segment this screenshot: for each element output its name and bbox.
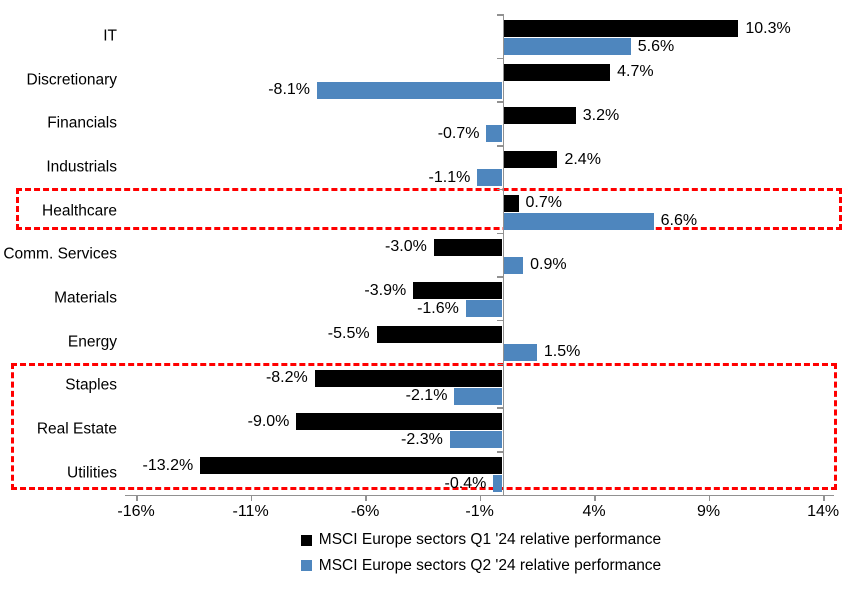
value-axis-tick-0	[136, 494, 138, 501]
category-label-industrials: Industrials	[46, 158, 117, 176]
bar-label-q2-discretionary: -8.1%	[268, 81, 311, 99]
value-axis-line	[125, 494, 834, 496]
category-axis-tick	[496, 232, 503, 234]
bar-label-q2-energy: 1.5%	[543, 343, 581, 361]
bar-label-q2-real-estate: -2.3%	[401, 430, 443, 448]
bar-label-q1-utilities: -13.2%	[142, 456, 194, 474]
bar-label-q1-discretionary: 4.7%	[617, 63, 654, 81]
value-axis-tick-5	[708, 494, 711, 501]
bar-label-q2-comm-services: 0.9%	[530, 256, 567, 273]
legend-swatch-q1-icon	[300, 534, 312, 546]
defensives-highlight	[11, 362, 837, 490]
bar-q2-healthcare	[502, 212, 654, 230]
x-tick-label-2: -6%	[350, 503, 380, 520]
legend-item-q1: MSCI Europe sectors Q1 '24 relative perf…	[300, 531, 662, 550]
bar-q2-it	[502, 38, 631, 55]
x-tick-label-0: -16%	[117, 503, 155, 520]
category-axis-tick	[496, 451, 503, 453]
bar-q2-real-estate	[449, 431, 503, 449]
bar-label-q2-financials: -0.7%	[437, 124, 480, 142]
category-axis-tick	[496, 101, 503, 103]
bar-q1-utilities	[200, 457, 503, 474]
bar-label-q2-staples: -2.1%	[405, 387, 448, 405]
category-axis-tick	[496, 14, 503, 16]
bar-q1-energy	[376, 325, 503, 343]
bar-q1-industrials	[502, 151, 558, 169]
value-axis-tick-2	[365, 494, 367, 501]
x-tick-label-5: 9%	[697, 503, 721, 520]
category-axis-line	[502, 14, 504, 495]
bar-label-q1-staples: -8.2%	[265, 369, 308, 387]
bar-q2-utilities	[493, 475, 503, 492]
bar-q1-discretionary	[502, 63, 611, 81]
x-tick-label-6: 14%	[807, 503, 840, 520]
bar-q1-financials	[502, 107, 576, 125]
category-label-utilities: Utilities	[67, 464, 117, 482]
category-axis-tick	[496, 145, 503, 147]
bar-label-q2-utilities: -0.4%	[444, 474, 487, 492]
category-axis-tick	[496, 319, 503, 322]
bar-label-q1-industrials: 2.4%	[564, 150, 601, 168]
bar-label-q1-comm-services: -3.0%	[385, 238, 427, 255]
legend: MSCI Europe sectors Q1 '24 relative perf…	[110, 531, 852, 575]
bar-q1-healthcare	[502, 194, 519, 212]
bar-q2-materials	[465, 300, 503, 318]
bar-label-q2-healthcare: 6.6%	[660, 212, 698, 230]
category-label-healthcare: Healthcare	[42, 201, 117, 219]
category-label-it: IT	[103, 27, 117, 45]
value-axis-tick-4	[594, 494, 596, 501]
bar-q2-comm-services	[502, 256, 524, 274]
bar-label-q1-it: 10.3%	[745, 19, 791, 37]
category-axis-tick	[496, 57, 503, 60]
legend-swatch-q2-icon	[300, 560, 312, 572]
bar-q1-real-estate	[296, 413, 503, 431]
bar-q2-discretionary	[317, 81, 503, 99]
healthcare-highlight	[16, 187, 842, 231]
value-axis-tick-6	[823, 494, 825, 501]
bar-label-q1-materials: -3.9%	[364, 281, 407, 299]
bar-q2-industrials	[477, 169, 503, 187]
bar-label-q1-energy: -5.5%	[327, 325, 370, 343]
category-label-discretionary: Discretionary	[26, 70, 117, 88]
category-label-financials: Financials	[47, 114, 117, 132]
bar-label-q2-industrials: -1.1%	[428, 168, 471, 186]
legend-label-q1: MSCI Europe sectors Q1 '24 relative perf…	[318, 531, 662, 548]
category-label-comm-services: Comm. Services	[3, 245, 117, 263]
value-axis-tick-3	[479, 494, 482, 501]
legend-item-q2: MSCI Europe sectors Q2 '24 relative perf…	[300, 556, 662, 576]
bar-label-q1-financials: 3.2%	[582, 106, 620, 124]
bar-q1-it	[502, 20, 739, 37]
bar-q2-staples	[454, 387, 503, 405]
x-tick-label-1: -11%	[232, 503, 269, 520]
category-axis-tick	[496, 276, 503, 278]
bar-q2-financials	[486, 125, 503, 143]
category-label-materials: Materials	[54, 289, 117, 307]
bar-q1-staples	[314, 369, 503, 387]
x-tick-label-3: -1%	[465, 503, 494, 520]
category-axis-tick	[496, 188, 503, 191]
bar-label-q1-real-estate: -9.0%	[247, 412, 290, 430]
category-axis-tick	[496, 407, 503, 409]
category-label-energy: Energy	[67, 333, 117, 350]
bar-label-q2-materials: -1.6%	[417, 299, 459, 317]
bar-label-q1-healthcare: 0.7%	[525, 194, 562, 212]
bar-q2-energy	[502, 343, 537, 361]
bar-label-q2-it: 5.6%	[637, 37, 675, 55]
value-axis-tick-1	[250, 494, 253, 501]
category-label-real-estate: Real Estate	[36, 420, 117, 438]
category-label-staples: Staples	[65, 376, 117, 394]
bar-q1-comm-services	[433, 238, 503, 256]
bar-q1-materials	[413, 282, 503, 300]
category-axis-tick	[496, 363, 503, 366]
legend-label-q2: MSCI Europe sectors Q2 '24 relative perf…	[318, 556, 662, 574]
x-tick-label-4: 4%	[582, 503, 606, 520]
